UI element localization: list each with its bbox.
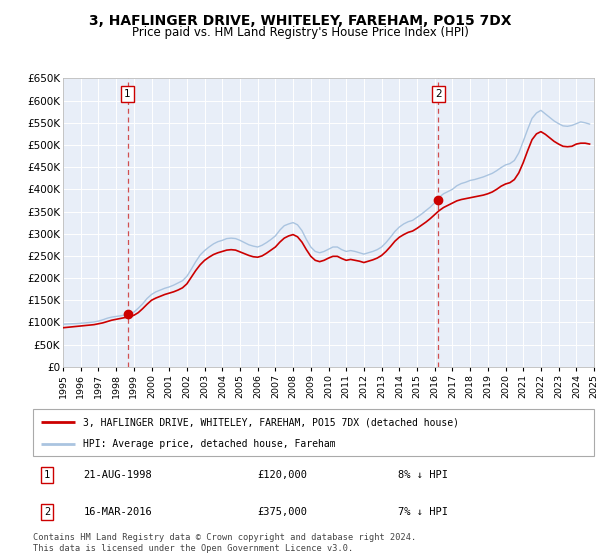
Text: 8% ↓ HPI: 8% ↓ HPI	[398, 470, 448, 479]
Text: 1: 1	[124, 89, 131, 99]
Text: 1: 1	[44, 470, 50, 479]
Text: 2: 2	[44, 507, 50, 517]
Text: 21-AUG-1998: 21-AUG-1998	[83, 470, 152, 479]
Text: £120,000: £120,000	[257, 470, 307, 479]
Text: Price paid vs. HM Land Registry's House Price Index (HPI): Price paid vs. HM Land Registry's House …	[131, 26, 469, 39]
Text: Contains HM Land Registry data © Crown copyright and database right 2024.
This d: Contains HM Land Registry data © Crown c…	[33, 533, 416, 553]
Text: £375,000: £375,000	[257, 507, 307, 517]
Text: 16-MAR-2016: 16-MAR-2016	[83, 507, 152, 517]
Text: 3, HAFLINGER DRIVE, WHITELEY, FAREHAM, PO15 7DX (detached house): 3, HAFLINGER DRIVE, WHITELEY, FAREHAM, P…	[83, 417, 460, 427]
Text: 7% ↓ HPI: 7% ↓ HPI	[398, 507, 448, 517]
Text: HPI: Average price, detached house, Fareham: HPI: Average price, detached house, Fare…	[83, 439, 336, 449]
Text: 2: 2	[435, 89, 442, 99]
Text: 3, HAFLINGER DRIVE, WHITELEY, FAREHAM, PO15 7DX: 3, HAFLINGER DRIVE, WHITELEY, FAREHAM, P…	[89, 14, 511, 28]
